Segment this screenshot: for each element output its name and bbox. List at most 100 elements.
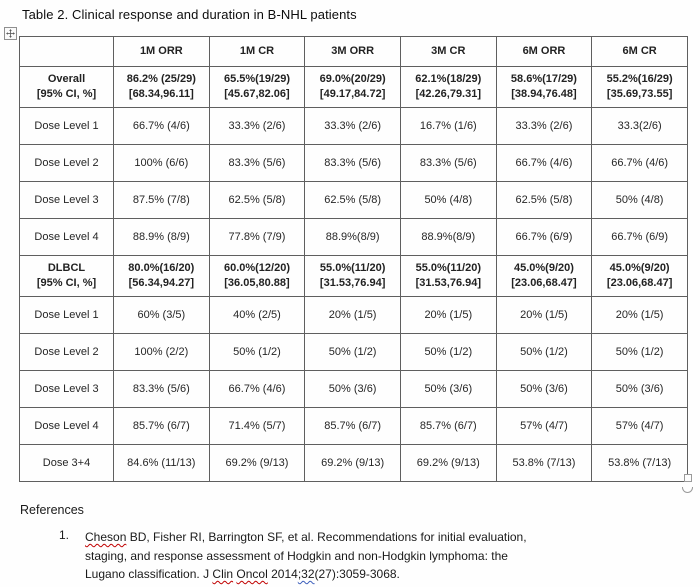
table-cell: 83.3% (5/6) — [113, 370, 210, 408]
table-cell: 83.3% (5/6) — [208, 144, 306, 182]
table-cell: 33.3(2/6) — [591, 107, 688, 145]
row-label: Dose Level 3 — [19, 181, 114, 219]
table-cell: 66.7% (4/6) — [113, 107, 210, 145]
row-label: Dose Level 2 — [19, 333, 114, 371]
reference-segment: ;32 — [297, 567, 315, 582]
reference-text: Cheson BD, Fisher RI, Barrington SF, et … — [85, 528, 543, 584]
table-row: Dose Level 4 88.9% (8/9) 77.8% (7/9) 88.9%(… — [19, 218, 688, 256]
table-cell: 57% (4/7) — [591, 407, 688, 445]
table-cell: 85.7% (6/7) — [304, 407, 401, 445]
table-cell: 69.2% (9/13) — [399, 444, 497, 482]
table-cell: 86.2% (25/29) [68.34,96.11] — [113, 66, 210, 108]
table-cell: 53.8% (7/13) — [591, 444, 688, 482]
table-cell: 62.5% (5/8) — [208, 181, 306, 219]
table-cell: 58.6%(17/29) [38.94,76.48] — [495, 66, 593, 108]
reference-segment: Clin — [212, 567, 234, 582]
table-cell: 69.2% (9/13) — [208, 444, 306, 482]
table-move-handle[interactable] — [4, 27, 17, 40]
clinical-response-table: 1M ORR 1M CR 3M ORR 3M CR 6M ORR 6M CR Overal… — [19, 36, 688, 482]
column-header: 6M CR — [591, 36, 688, 67]
table-cell: 33.3% (2/6) — [495, 107, 593, 145]
column-header: 3M ORR — [304, 36, 401, 67]
table-row: Dose Level 2 100% (6/6) 83.3% (5/6) 83.3% (… — [19, 144, 688, 182]
row-label: Dose Level 1 — [19, 107, 114, 145]
table-cell: 45.0%(9/20) [23.06,68.47] — [591, 255, 688, 297]
row-label: Dose Level 4 — [19, 407, 114, 445]
table-cell: 33.3% (2/6) — [208, 107, 306, 145]
table-cell: 66.7% (4/6) — [208, 370, 306, 408]
table-cell: 50% (3/6) — [304, 370, 401, 408]
table-row: Dose Level 2 100% (2/2) 50% (1/2) 50% (1/2)… — [19, 333, 688, 371]
table-row: Dose 3+4 84.6% (11/13) 69.2% (9/13) 69.2% (… — [19, 444, 688, 482]
table-cell: 50% (1/2) — [304, 333, 401, 371]
row-label: Dose 3+4 — [19, 444, 114, 482]
table-cell: 77.8% (7/9) — [208, 218, 306, 256]
table-cell: 66.7% (6/9) — [495, 218, 593, 256]
reference-segment: (27):3059-3068. — [314, 567, 400, 582]
table-cell: 50% (3/6) — [591, 370, 688, 408]
table-cell: 16.7% (1/6) — [399, 107, 497, 145]
response-table-header-row: 1M ORR 1M CR 3M ORR 3M CR 6M ORR 6M CR — [19, 36, 688, 67]
table-cell: 69.0%(20/29) [49.17,84.72] — [304, 66, 401, 108]
table-row: DLBCL [95% CI, %] 80.0%(16/20) [56.34,94.… — [19, 255, 688, 297]
table-cell: 100% (2/2) — [113, 333, 210, 371]
column-header: 6M ORR — [495, 36, 593, 67]
table-row: Dose Level 3 87.5% (7/8) 62.5% (5/8) 62.5% … — [19, 181, 688, 219]
table-cell: 55.2%(16/29) [35.69,73.55] — [591, 66, 688, 108]
reference-segment: BD, Fisher RI, Barrington SF, et al. Rec… — [85, 530, 527, 582]
table-cell: 50% (1/2) — [399, 333, 497, 371]
table-cell: 84.6% (11/13) — [113, 444, 210, 482]
table-cell: 50% (1/2) — [495, 333, 593, 371]
column-header: 1M CR — [208, 36, 306, 67]
table-row: Overall [95% CI, %] 86.2% (25/29) [68.34,… — [19, 66, 688, 108]
row-label: Dose Level 3 — [19, 370, 114, 408]
response-table-body: Overall [95% CI, %] 86.2% (25/29) [68.34,… — [19, 66, 688, 482]
table-cell: 55.0%(11/20) [31.53,76.94] — [304, 255, 401, 297]
table-cell: 20% (1/5) — [399, 296, 497, 334]
table-cell: 62.5% (5/8) — [304, 181, 401, 219]
reference-number: 1. — [59, 528, 70, 542]
table-cell: 60.0%(12/20) [36.05,80.88] — [208, 255, 306, 297]
table-cell: 80.0%(16/20) [56.34,94.27] — [113, 255, 210, 297]
table-cell: 57% (4/7) — [495, 407, 593, 445]
table-row: Dose Level 3 83.3% (5/6) 66.7% (4/6) 50% (3… — [19, 370, 688, 408]
table-cell: 88.9%(8/9) — [399, 218, 497, 256]
table-cell: 55.0%(11/20) [31.53,76.94] — [399, 255, 497, 297]
table-resize-handle[interactable] — [684, 474, 692, 482]
table-cell: 69.2% (9/13) — [304, 444, 401, 482]
table-cell: 50% (3/6) — [399, 370, 497, 408]
reference-item: 1. Cheson BD, Fisher RI, Barrington SF, … — [59, 528, 543, 584]
table-cell: 88.9% (8/9) — [113, 218, 210, 256]
column-header: 3M CR — [399, 36, 497, 67]
reference-segment: Oncol — [236, 567, 268, 582]
table-cell: 83.3% (5/6) — [304, 144, 401, 182]
table-cell: 66.7% (4/6) — [495, 144, 593, 182]
move-cross-icon — [6, 29, 15, 38]
row-label: Overall [95% CI, %] — [19, 66, 114, 108]
table-cell: 33.3% (2/6) — [304, 107, 401, 145]
table-cell: 71.4% (5/7) — [208, 407, 306, 445]
table-cell: 50% (3/6) — [495, 370, 593, 408]
table-cell: 20% (1/5) — [304, 296, 401, 334]
table-cell: 65.5%(19/29) [45.67,82.06] — [208, 66, 306, 108]
table-row: Dose Level 1 60% (3/5) 40% (2/5) 20% (1/5) 2… — [19, 296, 688, 334]
table-cell: 50% (1/2) — [591, 333, 688, 371]
table-cell: 20% (1/5) — [591, 296, 688, 334]
table-cell: 62.5% (5/8) — [495, 181, 593, 219]
table-cell: 100% (6/6) — [113, 144, 210, 182]
resize-arc-mark — [682, 487, 693, 493]
page-title: Table 2. Clinical response and duration … — [22, 7, 357, 22]
table-cell: 66.7% (4/6) — [591, 144, 688, 182]
reference-segment: 2014 — [267, 567, 298, 582]
table-cell: 87.5% (7/8) — [113, 181, 210, 219]
row-label: Dose Level 4 — [19, 218, 114, 256]
table-cell: 20% (1/5) — [495, 296, 593, 334]
table-cell: 50% (4/8) — [591, 181, 688, 219]
row-label: DLBCL [95% CI, %] — [19, 255, 114, 297]
row-label: Dose Level 2 — [19, 144, 114, 182]
table-cell: 62.1%(18/29) [42.26,79.31] — [399, 66, 497, 108]
table-cell: 53.8% (7/13) — [495, 444, 593, 482]
table-cell: 83.3% (5/6) — [399, 144, 497, 182]
reference-segment: Cheson — [85, 530, 127, 544]
table-row: Dose Level 4 85.7% (6/7) 71.4% (5/7) 85.7% … — [19, 407, 688, 445]
